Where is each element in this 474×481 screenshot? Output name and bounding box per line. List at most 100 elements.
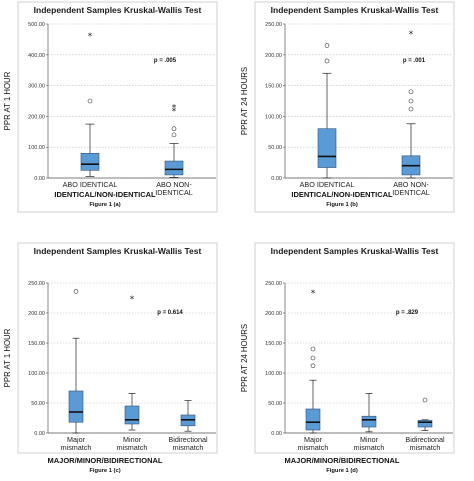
y-tick-label: 50.00 (268, 401, 282, 407)
y-axis-label: PPR AT 24 HOURS (240, 67, 249, 135)
box-iqr (317, 128, 337, 168)
x-axis-label: IDENTICAL/NON-IDENTICAL (291, 190, 393, 199)
boxplot-chart-b: Independent Samples Kruskal-Wallis Test 0… (240, 1, 455, 213)
x-category-label: mismatch (298, 443, 329, 452)
x-category-label: ABO NON- (393, 180, 429, 189)
p-value-label: p = .005 (154, 58, 177, 64)
outlier-point (310, 355, 316, 361)
y-tick-label: 0.00 (271, 431, 282, 437)
chart-frame (17, 1, 218, 213)
y-tick-label: 400.00 (28, 53, 45, 59)
outlier-point (87, 98, 93, 104)
figure-caption: Figure 1 (d) (326, 468, 358, 474)
chart-frame (17, 242, 218, 454)
x-category-label: IDENTICAL (155, 188, 193, 197)
outlier-point (324, 58, 330, 64)
chart-panel-a: Independent Samples Kruskal-Wallis Test 0… (0, 0, 237, 240)
extreme-point: * (172, 107, 177, 117)
x-category-label: mismatch (410, 443, 441, 452)
p-value-label: p = .001 (403, 58, 426, 64)
chart-title: Independent Samples Kruskal-Wallis Test (34, 246, 202, 256)
outlier-point (408, 106, 414, 112)
chart-frame (254, 1, 455, 213)
chart-panel-d: Independent Samples Kruskal-Wallis Test 0… (237, 241, 474, 481)
outlier-point (310, 346, 316, 352)
figure-caption: Figure 1 (a) (89, 202, 120, 208)
extreme-point: * (311, 289, 316, 299)
x-axis-label: MAJOR/MINOR/BIDIRECTIONAL (48, 456, 163, 465)
outlier-point (73, 289, 79, 294)
boxplot-chart-a: Independent Samples Kruskal-Wallis Test 0… (3, 1, 218, 213)
y-axis-label: PPR AT 1 HOUR (3, 328, 12, 387)
box-iqr (305, 408, 321, 431)
p-value-label: p = .829 (396, 310, 419, 316)
x-category-label: ABO IDENTICAL (300, 180, 355, 189)
extreme-point: * (88, 32, 93, 42)
y-tick-label: 150.00 (265, 84, 282, 90)
y-axis-label: PPR AT 24 HOURS (240, 324, 249, 392)
y-tick-label: 0.00 (271, 176, 282, 182)
x-category-label: Bidirectional (405, 435, 445, 444)
outlier-point (408, 98, 414, 104)
y-tick-label: 500.00 (28, 22, 45, 28)
y-tick-label: 100.00 (28, 145, 45, 151)
x-category-label: Minor (360, 435, 379, 444)
y-tick-label: 100.00 (28, 371, 45, 377)
x-category-label: Major (304, 435, 323, 444)
x-category-label: Major (67, 435, 86, 444)
y-tick-label: 150.00 (265, 341, 282, 347)
figure-caption: Figure 1 (c) (89, 468, 120, 474)
x-category-label: mismatch (354, 443, 385, 452)
chart-title: Independent Samples Kruskal-Wallis Test (271, 5, 439, 15)
y-tick-label: 50.00 (268, 145, 282, 151)
x-category-label: Bidirectional (168, 435, 208, 444)
x-category-label: mismatch (173, 443, 204, 452)
outlier-point (422, 397, 428, 403)
y-tick-label: 250.00 (28, 281, 45, 287)
chart-panel-c: Independent Samples Kruskal-Wallis Test 0… (0, 241, 237, 481)
p-value-label: p = 0.614 (157, 310, 183, 316)
y-tick-label: 0.00 (34, 431, 45, 437)
outlier-point (171, 126, 177, 132)
chart-panel-b: Independent Samples Kruskal-Wallis Test 0… (237, 0, 474, 240)
x-category-label: Minor (123, 435, 142, 444)
box-iqr (164, 160, 184, 176)
x-axis-label: MAJOR/MINOR/BIDIRECTIONAL (285, 456, 400, 465)
outlier-point (310, 363, 316, 369)
y-tick-label: 150.00 (28, 341, 45, 347)
chart-title: Independent Samples Kruskal-Wallis Test (271, 246, 439, 256)
y-tick-label: 250.00 (265, 22, 282, 28)
y-tick-label: 200.00 (28, 114, 45, 120)
boxplot-chart-c: Independent Samples Kruskal-Wallis Test 0… (3, 242, 218, 474)
y-tick-label: 200.00 (265, 53, 282, 59)
box-iqr (417, 420, 433, 428)
y-tick-label: 250.00 (265, 281, 282, 287)
extreme-point: * (409, 30, 414, 40)
y-tick-label: 50.00 (31, 401, 45, 407)
boxplot-chart-d: Independent Samples Kruskal-Wallis Test 0… (240, 242, 455, 474)
x-category-label: mismatch (117, 443, 148, 452)
y-tick-label: 0.00 (34, 176, 45, 182)
x-category-label: IDENTICAL (392, 188, 430, 197)
y-tick-label: 300.00 (28, 84, 45, 90)
extreme-point: * (172, 104, 177, 114)
chart-frame (254, 242, 455, 454)
y-tick-label: 200.00 (28, 311, 45, 317)
box-iqr (361, 415, 377, 428)
x-category-label: mismatch (61, 443, 92, 452)
box-iqr (124, 405, 140, 425)
box-iqr (80, 153, 100, 171)
outlier-point (324, 43, 330, 48)
y-tick-label: 100.00 (265, 114, 282, 120)
x-category-label: ABO NON- (156, 180, 192, 189)
y-tick-label: 200.00 (265, 311, 282, 317)
x-axis-label: IDENTICAL/NON-IDENTICAL (54, 190, 156, 199)
y-axis-label: PPR AT 1 HOUR (3, 71, 12, 130)
box-iqr (68, 390, 84, 423)
chart-title: Independent Samples Kruskal-Wallis Test (34, 5, 202, 15)
outlier-point (408, 89, 414, 95)
y-tick-label: 100.00 (265, 371, 282, 377)
extreme-point: * (130, 295, 135, 305)
outlier-point (171, 132, 177, 138)
figure-caption: Figure 1 (b) (326, 202, 358, 208)
